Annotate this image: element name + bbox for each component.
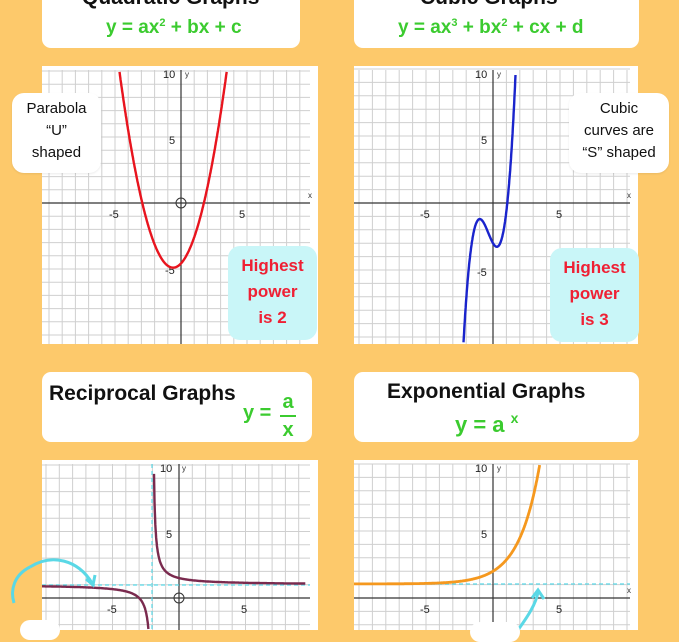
- quadratic-power-box: Highest power is 2: [228, 246, 317, 340]
- reciprocal-bottom-note: [20, 620, 60, 640]
- cubic-tick-x-neg5: -5: [420, 209, 430, 221]
- quadratic-formula-main: y = ax: [106, 17, 160, 38]
- reciprocal-tick-x-neg5: -5: [107, 604, 117, 616]
- quadratic-graph-svg: x y -5 5 10 5 -5: [42, 69, 312, 344]
- exponential-y-label: y: [497, 464, 501, 473]
- exponential-formula-main: y = a: [455, 412, 505, 437]
- cubic-note-line-3: “S” shaped: [582, 144, 656, 161]
- exponential-arrow-line: [516, 591, 540, 630]
- quadratic-tick-y-10: 10: [163, 69, 175, 81]
- reciprocal-denominator: x: [282, 419, 294, 441]
- quadratic-tick-x-5: 5: [239, 209, 245, 221]
- quadratic-x-label: x: [308, 191, 312, 200]
- reciprocal-tick-x-5: 5: [241, 604, 247, 616]
- cubic-power-line-3: is 3: [580, 310, 609, 329]
- cubic-tick-y-5: 5: [481, 135, 487, 147]
- quadratic-tick-x-neg5: -5: [109, 209, 119, 221]
- reciprocal-fraction: a x: [280, 390, 296, 442]
- quadratic-tick-y-5: 5: [169, 135, 175, 147]
- reciprocal-numerator: a: [282, 391, 294, 413]
- quadratic-y-label: y: [185, 70, 189, 79]
- reciprocal-grid: [42, 464, 310, 630]
- cubic-power-box: Highest power is 3: [550, 248, 639, 342]
- quadratic-tick-y-neg5: -5: [165, 265, 175, 277]
- cubic-formula-a: y = ax: [398, 17, 452, 38]
- exponential-tick-x-neg5: -5: [420, 604, 430, 616]
- cubic-curve: [462, 74, 517, 343]
- reciprocal-title-box: [42, 372, 312, 442]
- cubic-note-line-1: Cubic: [599, 100, 639, 117]
- cubic-tick-y-neg5: -5: [477, 267, 487, 279]
- reciprocal-graph-svg: y -5 5 10 5: [42, 463, 310, 630]
- cubic-formula: y = ax3 + bx2 + cx + d: [398, 17, 583, 39]
- quadratic-power-line-1: Highest: [241, 256, 304, 275]
- quadratic-origin-circle: [175, 197, 187, 209]
- exponential-tick-x-5: 5: [556, 604, 562, 616]
- reciprocal-arrow-left: [11, 565, 31, 604]
- quadratic-formula-sup: 2: [159, 17, 166, 29]
- reciprocal-tick-y-10: 10: [160, 463, 172, 475]
- quadratic-note-line-1: Parabola: [26, 100, 87, 117]
- cubic-graph-svg: x y -5 5 10 5 -5: [354, 68, 631, 344]
- cubic-grid: [354, 68, 630, 344]
- exponential-bottom-note: [470, 622, 520, 642]
- quadratic-grid: [42, 70, 310, 344]
- exponential-tick-y-5: 5: [481, 529, 487, 541]
- cubic-x-label: x: [627, 191, 631, 200]
- reciprocal-graph: y -5 5 10 5: [42, 460, 318, 630]
- exponential-graph: x y -5 5 10 5: [354, 460, 638, 630]
- exponential-title: Exponential Graphs: [387, 380, 586, 403]
- quadratic-formula: y = ax2 + bx + c: [106, 17, 242, 39]
- reciprocal-arrow-top-head: [85, 574, 97, 588]
- exponential-x-label: x: [627, 586, 631, 595]
- reciprocal-y-label: y: [182, 464, 186, 473]
- cubic-tick-x-5: 5: [556, 209, 562, 221]
- cubic-formula-c: + cx + d: [507, 17, 584, 38]
- cubic-title: Cubic Graphs: [420, 0, 558, 10]
- quadratic-note: Parabola “U” shaped: [12, 93, 101, 173]
- reciprocal-tick-y-5: 5: [166, 529, 172, 541]
- cubic-formula-b: + bx: [457, 17, 502, 38]
- exponential-arrow: [516, 587, 546, 630]
- reciprocal-curve-right: [152, 473, 306, 585]
- cubic-formula-sup1: 3: [451, 17, 458, 29]
- cubic-title-box: [354, 0, 639, 48]
- reciprocal-formula-prefix: y =: [243, 402, 272, 424]
- quadratic-power-line-2: power: [247, 282, 298, 301]
- quadratic-title: Quadratic Graphs: [82, 0, 259, 10]
- quadratic-title-box: [42, 0, 300, 48]
- reciprocal-origin-circle: [173, 592, 185, 604]
- reciprocal-fraction-bar: [280, 415, 296, 417]
- exponential-curve: [354, 464, 541, 586]
- quadratic-note-line-2: “U”: [46, 122, 67, 139]
- cubic-note-line-2: curves are: [583, 122, 655, 139]
- exponential-grid: [354, 463, 630, 630]
- cubic-tick-y-10: 10: [475, 69, 487, 81]
- exponential-formula: y = a x: [455, 410, 518, 438]
- quadratic-power-line-3: is 2: [258, 308, 287, 327]
- quadratic-curve: [118, 71, 228, 269]
- exponential-arrow-head: [530, 587, 546, 600]
- exponential-tick-y-10: 10: [475, 463, 487, 475]
- exponential-title-box: [354, 372, 639, 442]
- cubic-formula-sup2: 2: [501, 17, 508, 29]
- cubic-note: Cubic curves are “S” shaped: [569, 93, 669, 173]
- quadratic-formula-rest: + bx + c: [165, 17, 242, 38]
- cubic-power-line-2: power: [569, 284, 620, 303]
- reciprocal-arrow-top: [29, 558, 94, 584]
- quadratic-note-line-3: shaped: [31, 144, 82, 161]
- exponential-formula-sup: x: [510, 410, 519, 426]
- reciprocal-title: Reciprocal Graphs: [49, 382, 236, 405]
- cubic-power-line-1: Highest: [563, 258, 626, 277]
- exponential-graph-svg: x y -5 5 10 5: [354, 463, 631, 630]
- cubic-y-label: y: [497, 70, 501, 79]
- reciprocal-arrows: [11, 558, 97, 604]
